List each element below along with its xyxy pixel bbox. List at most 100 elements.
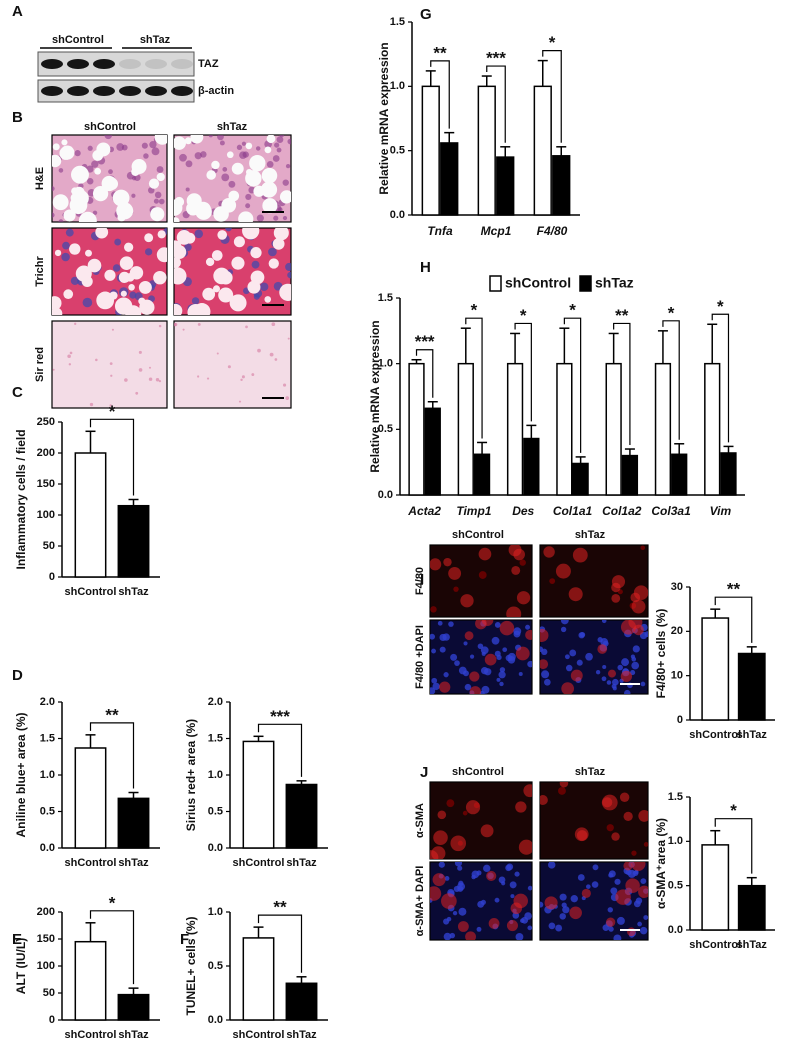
texture-dot (213, 206, 229, 222)
y-tick-label: 1.5 (40, 732, 55, 744)
texture-dot (274, 142, 280, 148)
panel-label: C (12, 384, 23, 401)
texture-dot (605, 917, 616, 927)
texture-dot (110, 374, 113, 377)
y-tick-label: 50 (43, 987, 55, 999)
texture-dot (499, 667, 506, 673)
texture-dot (623, 811, 633, 822)
texture-dot (67, 354, 71, 359)
texture-dot (520, 918, 525, 923)
blot-band-label: β-actin (198, 85, 234, 97)
texture-dot (458, 666, 467, 675)
texture-dot (157, 230, 166, 239)
texture-dot (644, 631, 648, 638)
bar (654, 362, 672, 496)
bar (421, 85, 440, 216)
texture-dot (620, 620, 637, 635)
fluorescence-image-texture (540, 782, 648, 856)
texture-dot (245, 193, 252, 200)
texture-dot (549, 578, 556, 584)
texture-dot (197, 322, 201, 326)
texture-dot (231, 162, 244, 175)
texture-dot (638, 809, 648, 822)
texture-dot (639, 926, 648, 935)
texture-dot (208, 135, 213, 138)
texture-dot (446, 916, 452, 922)
y-tick-label: 0.5 (378, 423, 393, 435)
panel-label: E (12, 931, 22, 948)
blot-band (67, 59, 89, 69)
texture-dot (141, 142, 148, 149)
texture-dot (266, 161, 274, 168)
texture-dot (262, 198, 278, 214)
y-tick-label: 30 (671, 581, 683, 593)
texture-dot (494, 897, 500, 903)
texture-dot (184, 243, 192, 252)
bar (473, 453, 491, 496)
y-axis-label: α-SMA⁺area (%) (654, 818, 668, 909)
texture-dot (441, 893, 457, 909)
texture-dot (87, 258, 102, 273)
bar (720, 452, 737, 496)
texture-dot (236, 144, 243, 150)
y-tick-label: 0.0 (208, 1014, 223, 1026)
texture-dot (124, 378, 128, 382)
bar (117, 504, 150, 578)
y-axis-label: F4/80+ cells (%) (654, 609, 668, 699)
texture-dot (260, 181, 278, 198)
y-tick-label: 200 (37, 447, 55, 459)
legend-label: shControl (505, 275, 571, 291)
texture-dot (431, 648, 436, 654)
y-axis-label: ALT (IU/L) (14, 938, 28, 994)
texture-dot (555, 563, 571, 579)
texture-dot (491, 636, 500, 645)
texture-dot (174, 257, 181, 269)
bar (523, 437, 540, 496)
x-tick-label: Tnfa (427, 224, 453, 238)
texture-dot (174, 196, 185, 207)
texture-dot (640, 878, 647, 885)
y-tick-label: 1.0 (378, 358, 393, 370)
blot-band (145, 59, 167, 69)
texture-dot (251, 373, 255, 376)
texture-dot (431, 677, 438, 684)
blot-band (171, 86, 193, 96)
texture-dot (227, 365, 231, 369)
texture-dot (78, 211, 97, 222)
texture-dot (640, 681, 646, 687)
y-tick-label: 0.5 (668, 880, 683, 892)
texture-dot (565, 664, 573, 672)
y-tick-label: 1.0 (208, 906, 223, 918)
texture-dot (174, 136, 186, 150)
texture-dot (443, 557, 452, 567)
x-tick-label: shControl (65, 1029, 117, 1041)
texture-dot (158, 379, 162, 383)
texture-dot (430, 606, 437, 613)
texture-dot (564, 654, 570, 660)
texture-dot (513, 893, 528, 909)
texture-dot (559, 913, 566, 920)
y-tick-label: 0.5 (208, 805, 223, 817)
bar (74, 940, 107, 1021)
texture-dot (569, 906, 582, 920)
texture-dot (120, 290, 127, 297)
texture-dot (52, 307, 63, 315)
texture-dot (540, 659, 549, 670)
texture-dot (138, 280, 152, 294)
significance-bracket (542, 50, 562, 143)
y-tick-label: 100 (37, 509, 55, 521)
texture-dot (643, 842, 648, 847)
texture-dot (52, 212, 55, 218)
bar (533, 85, 552, 216)
significance-label: * (549, 33, 556, 52)
x-tick-label: shControl (65, 586, 117, 598)
blot-band-label: TAZ (198, 58, 219, 70)
texture-dot (432, 873, 446, 887)
texture-dot (87, 178, 94, 185)
texture-dot (70, 276, 80, 286)
texture-dot (438, 862, 445, 868)
y-tick-label: 0 (677, 714, 683, 726)
texture-dot (217, 135, 224, 141)
texture-dot (61, 139, 68, 146)
column-label: shControl (452, 529, 504, 541)
